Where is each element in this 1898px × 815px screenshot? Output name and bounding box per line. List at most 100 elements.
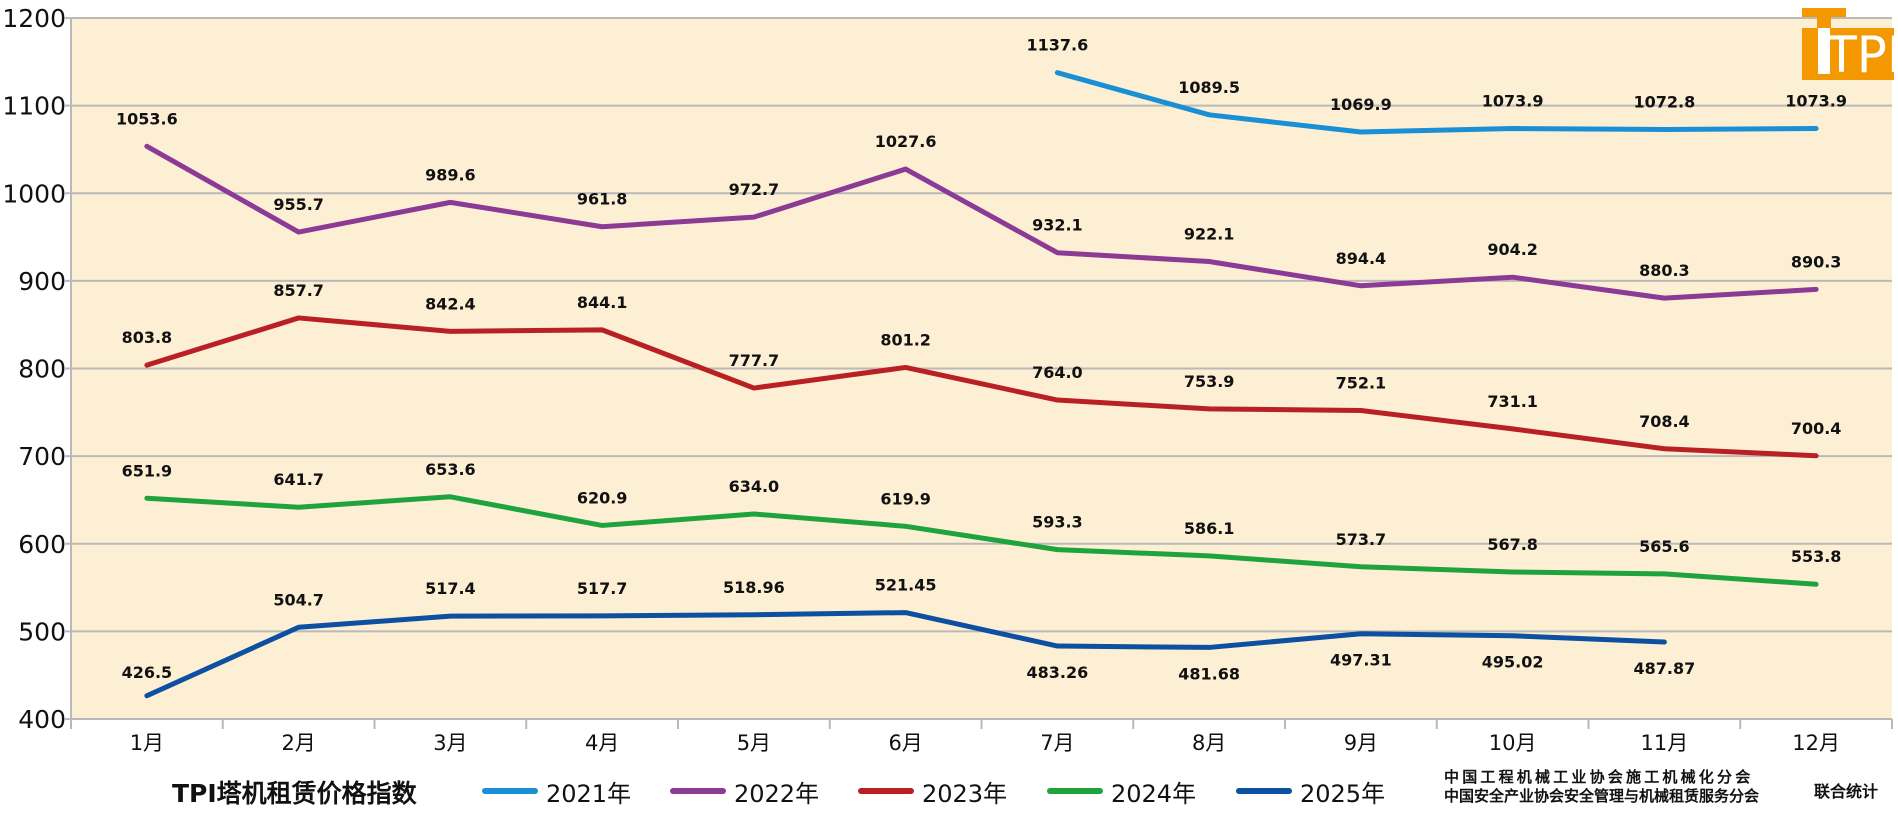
data-label: 752.1 (1336, 373, 1387, 392)
x-tick-label: 2月 (281, 731, 315, 755)
data-labels: 1137.6 1089.5 1069.9 1073.9 1072.8 1073.9 1053… (116, 36, 1847, 684)
data-label: 904.2 (1487, 240, 1538, 259)
data-label: 481.68 (1178, 664, 1240, 683)
y-tick-label: 1200 (2, 4, 66, 33)
x-tick-label: 4月 (585, 731, 619, 755)
org-line-1: 中国工程机械工业协会施工机械化分会 (1444, 768, 1754, 786)
data-label: 989.6 (425, 165, 476, 184)
x-tick-label: 12月 (1792, 731, 1840, 755)
data-label: 426.5 (122, 663, 173, 682)
legend-label: 2024年 (1111, 779, 1197, 808)
data-label: 1072.8 (1634, 92, 1696, 111)
joint-statistics-label: 联合统计 (1814, 782, 1879, 801)
org-line-2: 中国安全产业协会安全管理与机械租赁服务分会 (1444, 787, 1760, 805)
x-tick-label: 9月 (1344, 731, 1378, 755)
legend-item-2024[interactable]: 2024年 (1047, 774, 1196, 808)
legend-swatch-2024 (1047, 788, 1103, 794)
data-label: 620.9 (577, 488, 628, 507)
data-label: 1137.6 (1027, 36, 1089, 55)
legend-item-2021[interactable]: 2021年 (482, 774, 631, 808)
y-tick-label: 900 (18, 267, 66, 296)
data-label: 567.8 (1487, 535, 1538, 554)
data-label: 777.7 (729, 351, 780, 370)
y-tick-label: 1000 (2, 179, 66, 208)
tpi-logo: TPI (1802, 8, 1894, 80)
data-label: 753.9 (1184, 372, 1235, 391)
data-label: 483.26 (1027, 663, 1089, 682)
series-line-2025 (144, 610, 1667, 699)
data-label: 651.9 (122, 461, 173, 480)
legend-swatch-2021 (482, 788, 538, 794)
data-label: 955.7 (273, 195, 324, 214)
data-label: 495.02 (1482, 653, 1544, 672)
legend-label: 2022年 (734, 779, 820, 808)
data-label: 619.9 (880, 489, 931, 508)
legend-item-2023[interactable]: 2023年 (858, 774, 1007, 808)
data-label: 961.8 (577, 190, 628, 209)
data-label: 1089.5 (1178, 78, 1240, 97)
legend-swatch-2022 (670, 788, 726, 794)
x-tick-label: 11月 (1641, 731, 1689, 755)
y-tick-label: 400 (18, 705, 66, 734)
y-tick-label: 700 (18, 442, 66, 471)
data-label: 708.4 (1639, 412, 1690, 431)
legend: TPI塔机租赁价格指数 2021年 2022年 2023年 2024年 2025… (0, 768, 1898, 814)
data-label: 880.3 (1639, 261, 1690, 280)
legend-label: 2025年 (1300, 779, 1386, 808)
data-label: 731.1 (1487, 392, 1538, 411)
logo-text: TPI (1825, 26, 1894, 80)
y-tick-label: 500 (18, 617, 66, 646)
legend-item-2025[interactable]: 2025年 (1236, 774, 1385, 808)
data-label: 521.45 (875, 576, 937, 595)
data-label: 553.8 (1791, 547, 1842, 566)
x-tick-label: 10月 (1489, 731, 1537, 755)
data-label: 1069.9 (1330, 95, 1392, 114)
data-label: 857.7 (273, 281, 324, 300)
series-line-2024 (144, 494, 1819, 587)
x-tick-label: 7月 (1040, 731, 1074, 755)
series-line-2022 (144, 143, 1819, 301)
legend-label: 2023年 (922, 779, 1008, 808)
chart-title: TPI塔机租赁价格指数 (172, 779, 417, 808)
data-label: 593.3 (1032, 513, 1083, 532)
data-label: 972.7 (729, 180, 780, 199)
y-tick-label: 600 (18, 530, 66, 559)
data-label: 844.1 (577, 293, 628, 312)
data-label: 801.2 (880, 330, 931, 349)
x-axis: 1月 2月 3月 4月 5月 6月 7月 8月 9月 10月 11月 12月 (70, 718, 1893, 755)
data-label: 890.3 (1791, 252, 1842, 271)
y-tick-label: 800 (18, 355, 66, 384)
line-chart: 400 500 600 700 800 900 1000 1100 1200 1月 2月 3月 4月 5… (2, 4, 1893, 755)
data-label: 922.1 (1184, 225, 1235, 244)
legend-item-2022[interactable]: 2022年 (670, 774, 819, 808)
data-label: 842.4 (425, 294, 476, 313)
x-tick-label: 8月 (1192, 731, 1226, 755)
data-label: 518.96 (723, 578, 785, 597)
data-label: 700.4 (1791, 419, 1842, 438)
data-label: 565.6 (1639, 537, 1690, 556)
data-label: 932.1 (1032, 216, 1083, 235)
data-label: 517.7 (577, 579, 628, 598)
data-label: 803.8 (122, 328, 173, 347)
organization-credits: 中国工程机械工业协会施工机械化分会 中国安全产业协会安全管理与机械租赁服务分会 (1444, 768, 1759, 806)
data-label: 1053.6 (116, 109, 178, 128)
data-label: 1073.9 (1785, 91, 1847, 110)
data-label: 517.4 (425, 579, 476, 598)
data-label: 586.1 (1184, 519, 1235, 538)
x-tick-label: 3月 (433, 731, 467, 755)
series-line-2021 (1054, 70, 1819, 135)
data-label: 504.7 (273, 590, 324, 609)
data-label: 894.4 (1336, 249, 1387, 268)
series-group (144, 70, 1819, 699)
data-label: 653.6 (425, 460, 476, 479)
y-axis: 400 500 600 700 800 900 1000 1100 1200 (2, 4, 72, 734)
data-label: 1073.9 (1482, 91, 1544, 110)
legend-label: 2021年 (546, 779, 632, 808)
x-tick-label: 6月 (888, 731, 922, 755)
legend-swatch-2025 (1236, 788, 1292, 794)
series-line-2023 (144, 315, 1819, 459)
legend-swatch-2023 (858, 788, 914, 794)
data-label: 634.0 (729, 477, 780, 496)
x-tick-label: 1月 (130, 731, 164, 755)
data-label: 764.0 (1032, 363, 1083, 382)
